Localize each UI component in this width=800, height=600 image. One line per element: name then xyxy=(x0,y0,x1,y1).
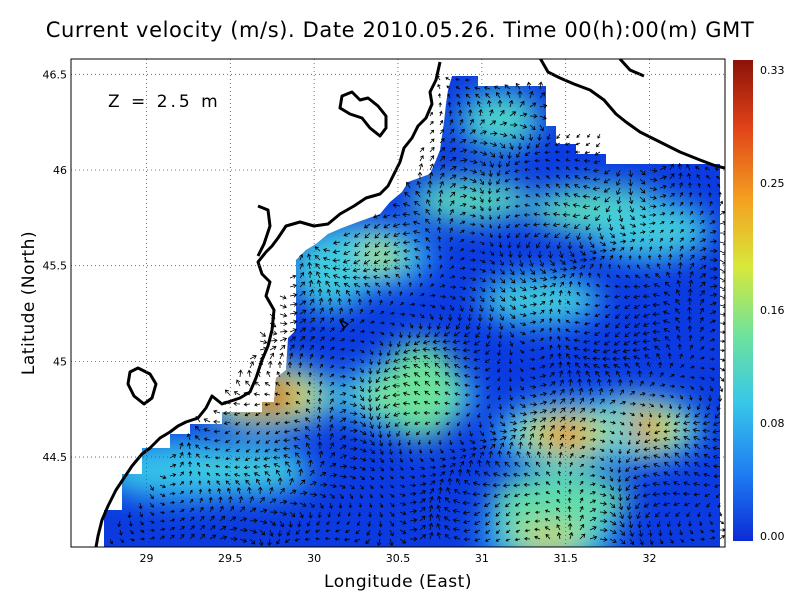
coastline-island xyxy=(126,366,158,406)
depth-annotation: Z = 2.5 m xyxy=(108,92,221,112)
velocity-swirl xyxy=(460,90,540,150)
colorbar-tick-label: 0.16 xyxy=(760,304,785,317)
y-tick-labels: 44.5 45 45.5 46 46.5 xyxy=(43,68,68,464)
x-tick-label: 30 xyxy=(307,552,321,565)
y-tick-label: 46.5 xyxy=(43,68,68,81)
y-axis-label: Latitude (North) xyxy=(19,231,39,375)
velocity-swirl xyxy=(190,445,310,495)
x-tick-label: 31.5 xyxy=(553,552,578,565)
x-tick-labels: 29 29.5 30 30.5 31 31.5 32 xyxy=(139,552,656,565)
coastline-bay xyxy=(338,90,388,138)
colorbar-ramp xyxy=(733,60,753,541)
coastline-north xyxy=(618,59,645,78)
velocity-swirl xyxy=(480,275,600,325)
x-axis-label: Longitude (East) xyxy=(324,572,472,592)
velocity-swirl xyxy=(290,230,370,310)
x-tick-label: 32 xyxy=(643,552,657,565)
coastline xyxy=(94,59,725,547)
colorbar-tick-label: 0.08 xyxy=(760,417,785,430)
plot-frame xyxy=(70,58,726,548)
x-tick-label: 30.5 xyxy=(386,552,411,565)
grid-lines xyxy=(71,59,725,547)
y-tick-label: 45.5 xyxy=(43,260,68,273)
y-tick-label: 45 xyxy=(53,355,67,368)
colorbar-tick-label: 0.00 xyxy=(760,530,785,543)
y-tick-label: 44.5 xyxy=(43,451,68,464)
y-tick-label: 46 xyxy=(53,164,67,177)
velocity-swirl xyxy=(380,340,460,440)
chart-title: Current velocity (m/s). Date 2010.05.26.… xyxy=(45,18,755,42)
x-tick-label: 29.5 xyxy=(218,552,243,565)
velocity-swirl xyxy=(350,100,430,160)
coastline-lagoon-1 xyxy=(256,204,272,257)
x-tick-label: 29 xyxy=(139,552,153,565)
x-tick-label: 31 xyxy=(475,552,489,565)
coastline-islet xyxy=(339,319,349,329)
coastline-main xyxy=(94,61,442,547)
coastline-crimea xyxy=(538,59,725,170)
colorbar-tick-label: 0.25 xyxy=(760,177,785,190)
colorbar-tick-label: 0.33 xyxy=(760,64,785,77)
colorbar: 0.00 0.08 0.16 0.25 0.33 xyxy=(733,60,785,543)
colorbar-tick-labels: 0.00 0.08 0.16 0.25 0.33 xyxy=(760,64,785,543)
velocity-hotspot xyxy=(219,371,316,420)
